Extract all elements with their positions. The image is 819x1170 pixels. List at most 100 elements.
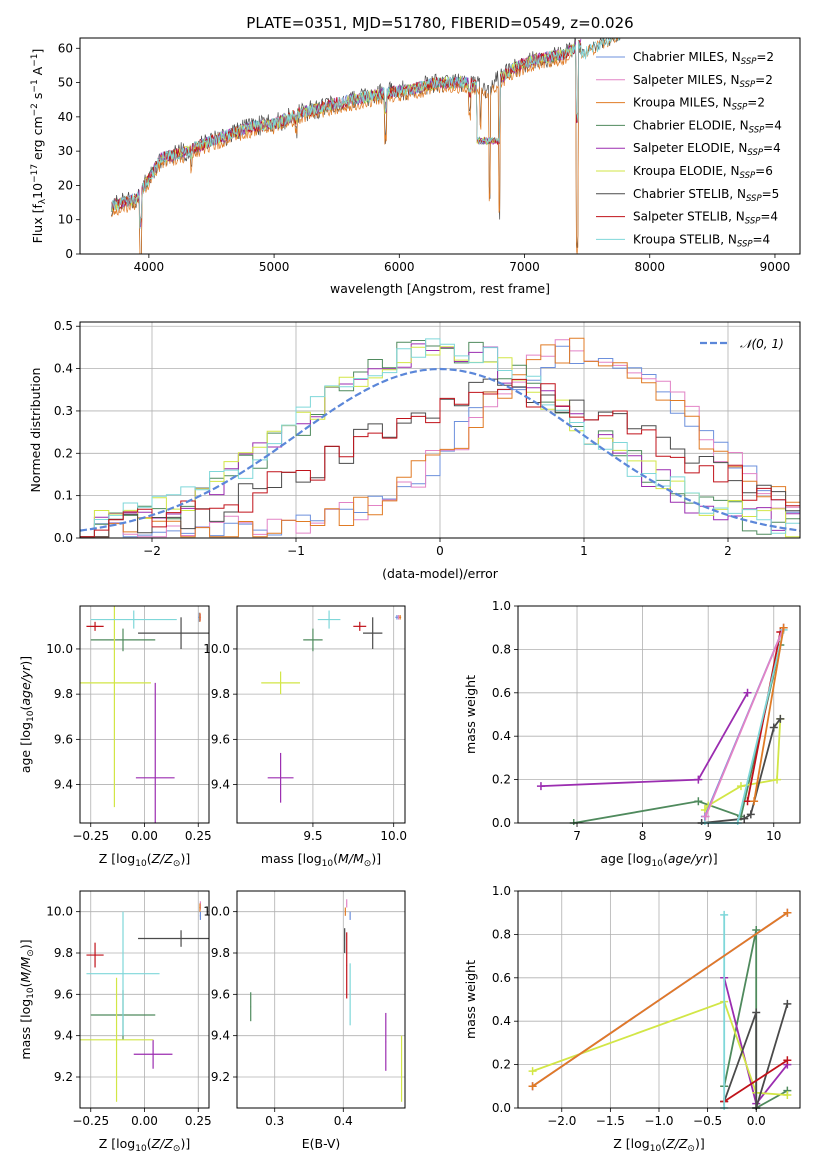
y-tick-label: 9.6	[211, 987, 230, 1001]
legend-label: Chabrier STELIB, NSSP=5	[633, 187, 779, 204]
legend-label: Kroupa ELODIE, NSSP=6	[633, 164, 773, 181]
x-tick-label: 0.3	[265, 1114, 284, 1128]
histogram-step	[80, 378, 800, 538]
y-tick-label: 9.4	[54, 1029, 73, 1043]
x-axis-label: age [log10(age/yr)]	[600, 851, 717, 869]
y-tick-label: 20	[58, 178, 73, 192]
y-tick-label: 0.5	[54, 319, 73, 333]
legend-label: 𝒩(0, 1)	[740, 337, 784, 351]
y-tick-label: 60	[58, 41, 73, 55]
legend-label: Chabrier ELODIE, NSSP=4	[633, 118, 782, 135]
x-tick-label: −2.0	[547, 1114, 576, 1128]
y-tick-label: 10.0	[46, 905, 73, 919]
weight-line	[723, 1059, 788, 1103]
weight-line	[532, 911, 788, 1088]
x-axis-label: mass [log10(M/M⊙)]	[261, 851, 381, 869]
weight-marker	[752, 926, 761, 935]
x-tick-label: 0.00	[131, 829, 158, 843]
x-tick-label: −1.5	[596, 1114, 625, 1128]
legend-label: Kroupa MILES, NSSP=2	[633, 96, 765, 113]
axes-frame	[236, 605, 406, 824]
y-tick-label: 0.8	[492, 642, 511, 656]
y-tick-label: 0.3	[54, 404, 73, 418]
weight-line	[532, 1000, 788, 1096]
legend-label: Kroupa STELIB, NSSP=4	[633, 232, 770, 249]
histogram-step	[80, 338, 800, 538]
y-tick-label: 10.0	[46, 642, 73, 656]
x-tick-label: −0.25	[72, 829, 109, 843]
y-tick-label: 1.0	[492, 884, 511, 898]
y-axis-label: Normed distribution	[28, 368, 43, 493]
y-tick-label: 0.8	[492, 927, 511, 941]
y-tick-label: 0.6	[492, 971, 511, 985]
x-tick-label: 0.4	[334, 1114, 353, 1128]
weight-line	[704, 627, 785, 817]
y-tick-label: 50	[58, 76, 73, 90]
errorbars	[250, 899, 403, 1102]
x-tick-label: 4000	[134, 260, 165, 274]
y-tick-label: 10	[58, 213, 73, 227]
x-axis-label: Z [log10(Z/Z⊙)]	[99, 851, 190, 869]
x-axis-label: (data-model)/error	[382, 566, 499, 581]
y-tick-label: 0.1	[54, 489, 73, 503]
y-tick-label: 9.2	[54, 1070, 73, 1084]
weight-marker	[528, 1082, 537, 1091]
y-axis-label: age [log10(age/yr)]	[18, 656, 36, 773]
legend-label: Salpeter ELODIE, NSSP=4	[633, 141, 781, 158]
weight-lines	[528, 908, 792, 1110]
y-tick-label: 9.4	[54, 778, 73, 792]
y-tick-label: 9.6	[211, 732, 230, 746]
spectrum-legend: Chabrier MILES, NSSP=2 Salpeter MILES, NS…	[596, 50, 782, 249]
histogram-step	[80, 337, 800, 538]
weight-marker	[769, 723, 778, 732]
legend-label: Salpeter STELIB, NSSP=4	[633, 210, 778, 227]
x-tick-label: 6000	[384, 260, 415, 274]
x-tick-label: 9	[704, 829, 712, 843]
age-vs-Z-panel: −0.25 0.00 0.25 9.4 9.6 9.8 10.0 Z [log10(Z/Z⊙)…	[18, 605, 212, 869]
y-tick-label: 9.6	[54, 987, 73, 1001]
x-tick-label: 2	[724, 544, 732, 558]
y-tick-label: 0.2	[492, 773, 511, 787]
age-vs-mass-panel: 9.5 10.0 9.4 9.6 9.8 10.0 mass [log10(M/M⊙)]	[203, 605, 407, 869]
y-tick-label: 9.8	[54, 687, 73, 701]
y-tick-label: 9.2	[211, 1070, 230, 1084]
x-tick-label: 8	[639, 829, 647, 843]
weight-marker	[783, 1090, 792, 1099]
y-tick-label: 0.0	[492, 816, 511, 830]
x-tick-label: 1	[580, 544, 588, 558]
spectrum-lines	[110, 38, 625, 254]
y-axis-label: Flux [fλ10−17 erg cm−2 s−1 A−1]	[30, 49, 48, 244]
y-tick-label: 30	[58, 144, 73, 158]
weight-marker	[773, 775, 782, 784]
mass-vs-Z-panel: −0.25 0.00 0.25 9.2 9.4 9.6 9.8 10.0 Z [log10(Z/…	[18, 890, 212, 1154]
spectrum-panel: 4000 5000 6000 7000 8000 9000 0 10 20 30 40 50 60 wav…	[30, 37, 801, 296]
y-axis-label: mass weight	[463, 960, 478, 1039]
x-axis-label: Z [log10(Z/Z⊙)]	[99, 1136, 190, 1154]
y-tick-label: 9.6	[54, 732, 73, 746]
spectrum-line	[111, 38, 625, 254]
x-axis-label: wavelength [Angstrom, rest frame]	[330, 281, 550, 296]
x-tick-label: 0.00	[131, 1114, 158, 1128]
axes-frame	[517, 605, 801, 824]
axes-frame	[79, 37, 801, 255]
weight-marker	[694, 797, 703, 806]
y-tick-label: 40	[58, 110, 73, 124]
x-tick-label: 0	[436, 544, 444, 558]
weight-marker	[750, 797, 759, 806]
x-axis-label: E(B-V)	[302, 1136, 341, 1151]
weight-line	[704, 629, 785, 824]
errorbars	[261, 610, 402, 803]
y-tick-label: 0.0	[54, 531, 73, 545]
weight-marker	[720, 910, 729, 919]
weight-marker	[736, 782, 745, 791]
x-tick-label: −0.25	[72, 1114, 109, 1128]
x-tick-label: 9000	[760, 260, 791, 274]
weight-line	[704, 718, 782, 811]
weight-marker	[752, 1008, 761, 1017]
x-tick-label: 10	[766, 829, 781, 843]
y-tick-label: 9.8	[211, 946, 230, 960]
figure-title: PLATE=0351, MJD=51780, FIBERID=0549, z=0…	[246, 14, 633, 32]
y-tick-label: 0.4	[492, 1014, 511, 1028]
legend-label: Chabrier MILES, NSSP=2	[633, 50, 774, 67]
